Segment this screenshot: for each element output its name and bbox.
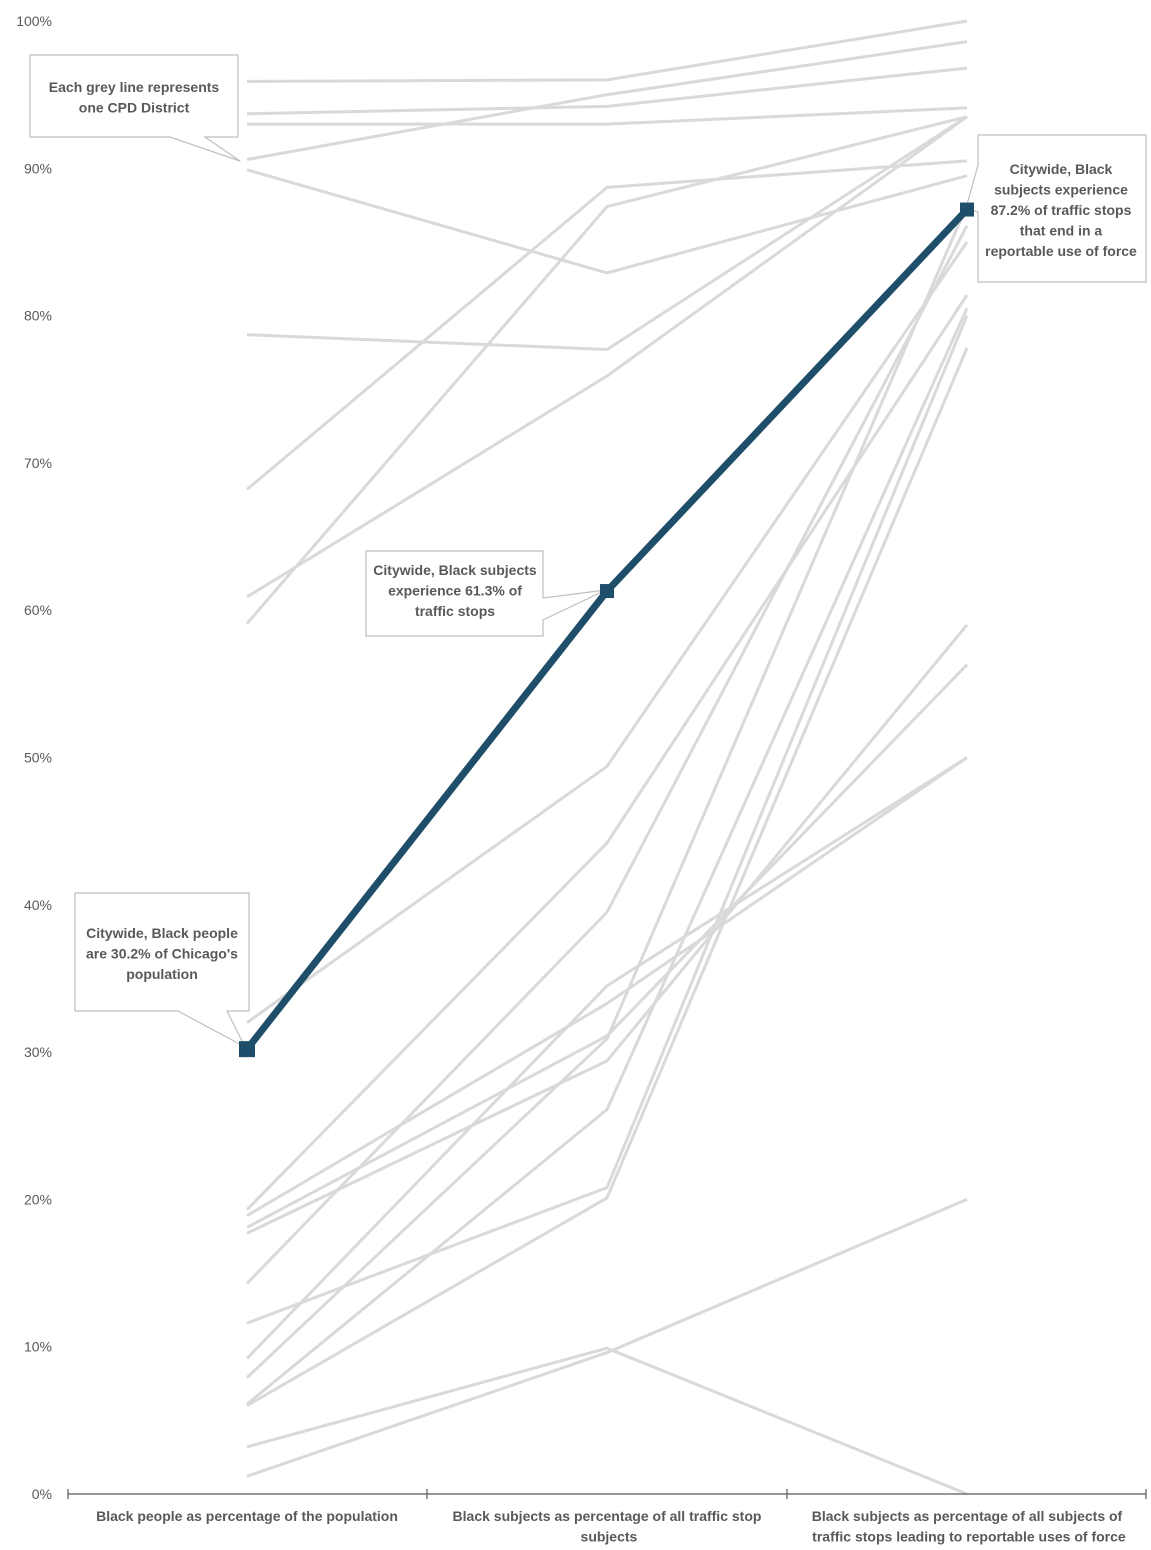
pop-note-text: are 30.2% of Chicago's (86, 946, 238, 962)
district-line (246, 40, 968, 161)
district-line (246, 19, 968, 83)
district-note-callout-box (29, 54, 241, 162)
stops-note-callout-box (365, 550, 607, 637)
y-tick-label: 40% (24, 897, 52, 913)
force-note-callout-box (965, 134, 1147, 283)
citywide-series (239, 202, 974, 1058)
district-line (246, 115, 968, 599)
stops-note-text: experience 61.3% of (388, 583, 522, 599)
y-tick-label: 20% (24, 1191, 52, 1207)
pop-note-text: Citywide, Black people (86, 925, 238, 941)
district-line (246, 756, 968, 1217)
y-tick-label: 10% (24, 1339, 52, 1355)
pop-note-text: population (126, 966, 198, 982)
district-line (246, 241, 969, 1024)
district-line (246, 159, 968, 491)
y-tick-label: 90% (24, 160, 52, 176)
district-line (247, 106, 968, 126)
district-line (246, 168, 968, 275)
district-line (245, 115, 968, 625)
callouts: Each grey line represents one CPD Distric… (29, 54, 1147, 1049)
stops-note-text: Citywide, Black subjects (373, 562, 537, 578)
y-tick-label: 0% (32, 1486, 52, 1502)
district-line (246, 66, 968, 116)
citywide-line (244, 207, 970, 1052)
y-tick-label: 100% (16, 13, 52, 29)
district-line (246, 1198, 968, 1478)
citywide-point (600, 584, 614, 599)
district-note-text: Each grey line represents (49, 79, 220, 95)
district-line (246, 347, 969, 1407)
district-line (245, 204, 969, 1379)
citywide-point (960, 202, 974, 217)
district-line (245, 756, 968, 1360)
y-axis-ticks: 0% 10% 20% 30% 40% 50% 60% 70% 80% 90% 100% (16, 13, 52, 1502)
district-line (246, 1346, 968, 1496)
y-tick-label: 30% (24, 1044, 52, 1060)
x-axis-category-labels: Black people as percentage of the popula… (96, 1508, 1126, 1545)
x-category-label: Black people as percentage of the popula… (96, 1508, 398, 1524)
x-axis (67, 1489, 1147, 1499)
x-category-label: Black subjects as percentage of all subj… (808, 1508, 1126, 1545)
district-line (246, 115, 968, 351)
x-category-label: Black subjects as percentage of all traf… (453, 1508, 762, 1545)
y-tick-label: 60% (24, 602, 52, 618)
force-note-text: subjects experience (994, 182, 1128, 198)
citywide-point (239, 1041, 255, 1058)
y-tick-label: 80% (24, 308, 52, 324)
stops-note-text: traffic stops (415, 603, 495, 619)
y-tick-label: 50% (24, 750, 52, 766)
district-line (246, 623, 969, 1235)
force-note-text: reportable use of force (985, 243, 1137, 259)
pop-note-callout-box (74, 892, 250, 1049)
district-line (245, 294, 969, 1211)
force-note-text: that end in a (1020, 223, 1103, 239)
district-line (245, 225, 969, 1285)
district-line (246, 315, 969, 1325)
force-note-text: 87.2% of traffic stops (991, 202, 1132, 218)
force-note-text: Citywide, Black (1010, 161, 1113, 177)
district-line (246, 307, 969, 1406)
y-tick-label: 70% (24, 455, 52, 471)
district-note-text: one CPD District (79, 100, 190, 116)
district-lines (245, 19, 969, 1496)
